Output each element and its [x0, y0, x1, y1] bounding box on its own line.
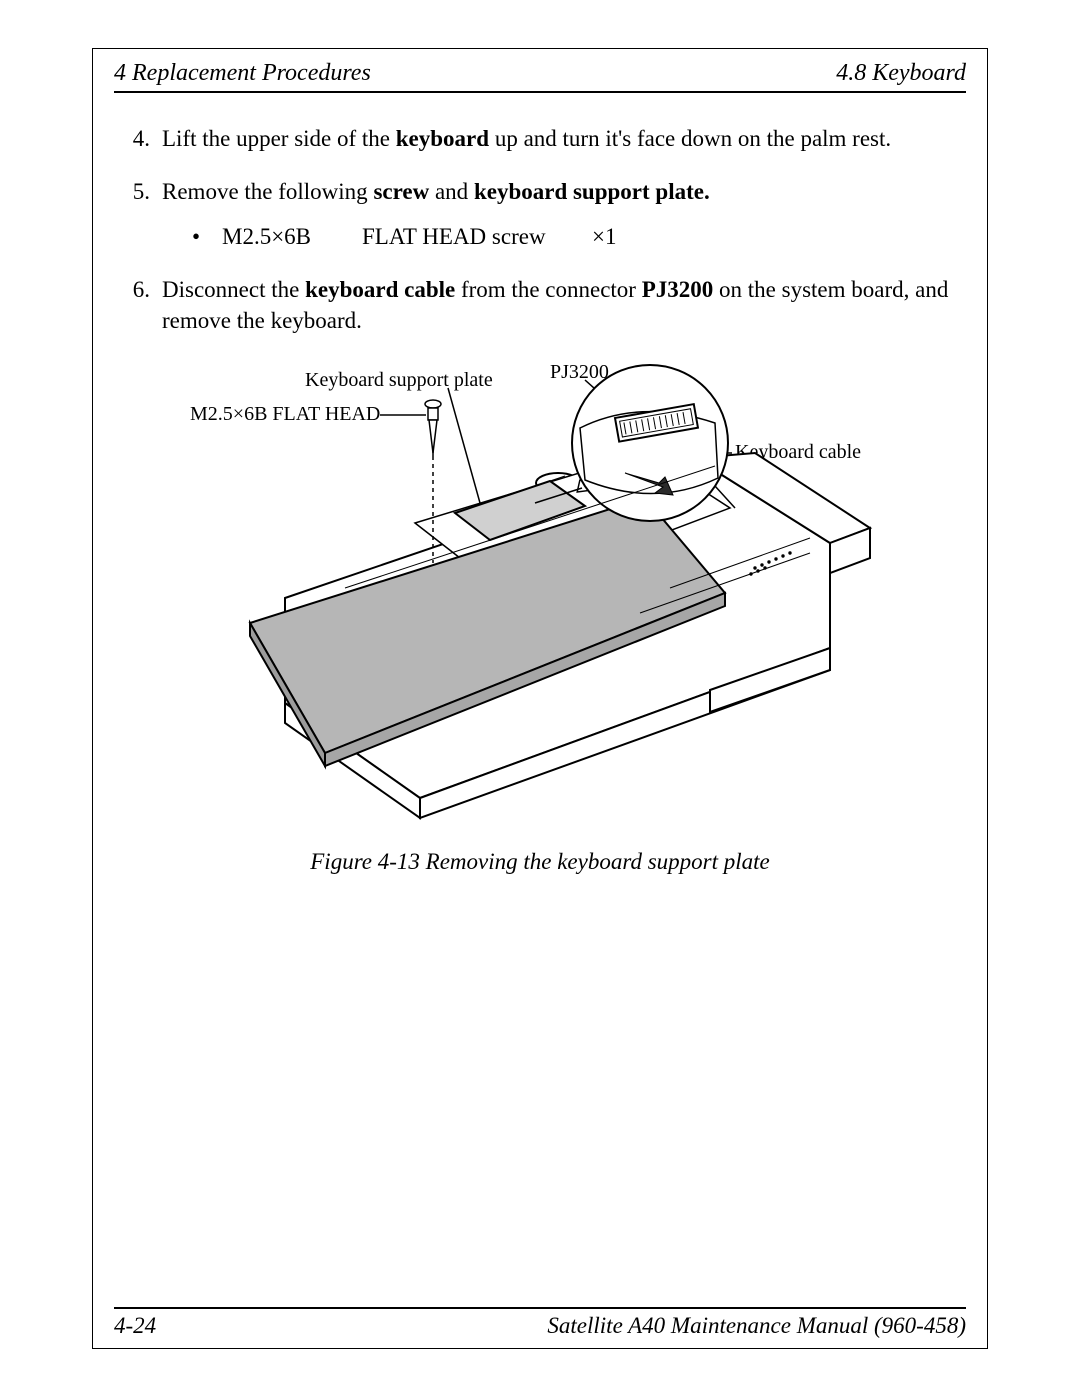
header-left: 4 Replacement Procedures: [114, 60, 371, 87]
page-footer: 4-24 Satellite A40 Maintenance Manual (9…: [114, 1307, 966, 1339]
page-header: 4 Replacement Procedures 4.8 Keyboard: [114, 60, 966, 87]
screw-type: FLAT HEAD screw: [362, 221, 592, 252]
label-screw: M2.5×6B FLAT HEAD: [190, 403, 380, 425]
bullet-dot: •: [192, 221, 222, 252]
label-support-plate: Keyboard support plate: [305, 369, 493, 391]
header-right: 4.8 Keyboard: [836, 60, 966, 87]
step-num: 4.: [114, 123, 162, 154]
label-pj3200: PJ3200: [550, 361, 609, 383]
screw-bullet: • M2.5×6B FLAT HEAD screw ×1: [162, 221, 966, 252]
screw-qty: ×1: [592, 221, 616, 252]
step-body: Remove the following screw and keyboard …: [162, 176, 966, 252]
step-num: 5.: [114, 176, 162, 252]
footer-rule: [114, 1307, 966, 1309]
figure-caption: Figure 4-13 Removing the keyboard suppor…: [114, 846, 966, 877]
step-4: 4. Lift the upper side of the keyboard u…: [114, 123, 966, 154]
step-6: 6. Disconnect the keyboard cable from th…: [114, 274, 966, 336]
steps-list: 4. Lift the upper side of the keyboard u…: [114, 123, 966, 336]
page: 4 Replacement Procedures 4.8 Keyboard 4.…: [0, 0, 1080, 1397]
screw-size: M2.5×6B: [222, 221, 362, 252]
content: 4. Lift the upper side of the keyboard u…: [114, 93, 966, 877]
footer-page-num: 4-24: [114, 1313, 156, 1339]
step-body: Lift the upper side of the keyboard up a…: [162, 123, 966, 154]
leader-plate: [448, 388, 480, 503]
figure-svg: Keyboard support plate PJ3200 M2.5×6B FL…: [170, 358, 910, 828]
step-body: Disconnect the keyboard cable from the c…: [162, 274, 966, 336]
footer-doc-title: Satellite A40 Maintenance Manual (960-45…: [547, 1313, 966, 1339]
figure: Keyboard support plate PJ3200 M2.5×6B FL…: [114, 358, 966, 877]
step-num: 6.: [114, 274, 162, 336]
step-5: 5. Remove the following screw and keyboa…: [114, 176, 966, 252]
